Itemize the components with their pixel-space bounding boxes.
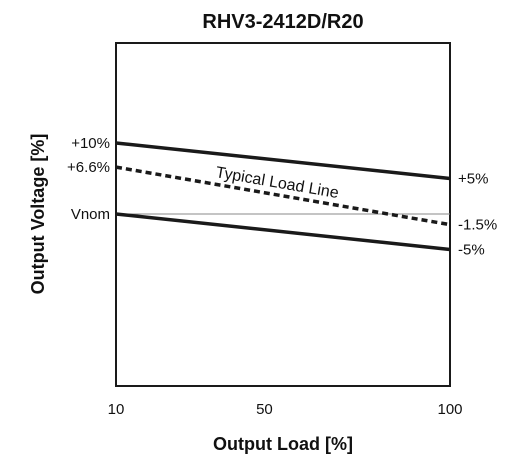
right-y-label-2: -1.5% bbox=[458, 217, 497, 234]
x-tick-label-50: 50 bbox=[256, 401, 273, 418]
left-y-label-1: +10% bbox=[71, 135, 110, 152]
series-line-2 bbox=[115, 165, 451, 227]
y-axis-title: Output Voltage [%] bbox=[28, 134, 48, 295]
chart-title: RHV3-2412D/R20 bbox=[202, 11, 363, 33]
left-y-label-2: +6.6% bbox=[67, 159, 110, 176]
x-tick-label-100: 100 bbox=[437, 401, 462, 418]
x-axis-title: Output Load [%] bbox=[213, 434, 353, 454]
x-tick-label-10: 10 bbox=[108, 401, 125, 418]
left-y-label-3: Vnom bbox=[71, 206, 110, 223]
series-line-1 bbox=[115, 141, 451, 181]
right-y-label-1: +5% bbox=[458, 171, 488, 188]
series-line-3 bbox=[115, 212, 451, 252]
right-y-label-3: -5% bbox=[458, 242, 485, 259]
